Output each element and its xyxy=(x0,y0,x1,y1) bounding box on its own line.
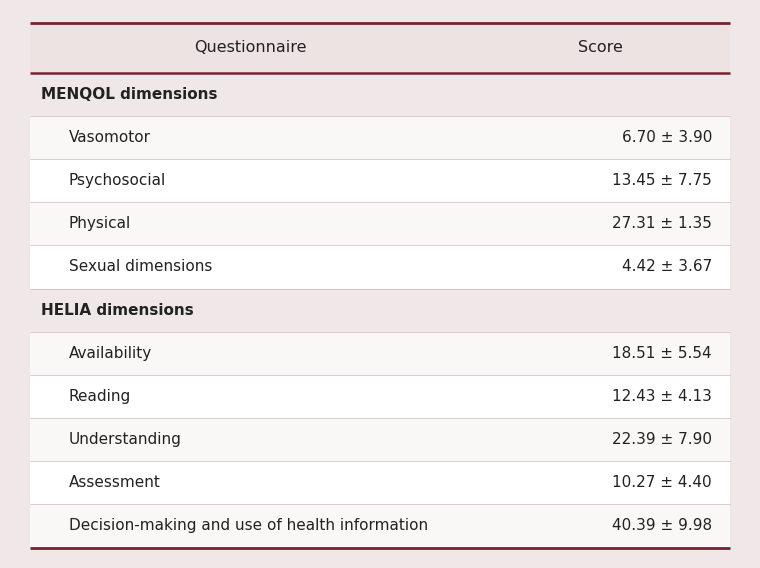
Text: Physical: Physical xyxy=(69,216,131,231)
Text: 4.42 ± 3.67: 4.42 ± 3.67 xyxy=(622,260,712,274)
Text: 18.51 ± 5.54: 18.51 ± 5.54 xyxy=(613,346,712,361)
Text: Sexual dimensions: Sexual dimensions xyxy=(69,260,212,274)
Text: HELIA dimensions: HELIA dimensions xyxy=(41,303,194,318)
Bar xyxy=(30,418,730,461)
Text: 6.70 ± 3.90: 6.70 ± 3.90 xyxy=(622,130,712,145)
Text: 27.31 ± 1.35: 27.31 ± 1.35 xyxy=(613,216,712,231)
Text: 12.43 ± 4.13: 12.43 ± 4.13 xyxy=(613,389,712,404)
Text: 22.39 ± 7.90: 22.39 ± 7.90 xyxy=(612,432,712,447)
Text: 13.45 ± 7.75: 13.45 ± 7.75 xyxy=(613,173,712,188)
Text: Questionnaire: Questionnaire xyxy=(195,40,307,55)
Bar xyxy=(30,461,730,504)
Text: Psychosocial: Psychosocial xyxy=(69,173,166,188)
Bar xyxy=(30,504,730,548)
Bar xyxy=(30,245,730,289)
Bar xyxy=(30,23,730,73)
Text: MENQOL dimensions: MENQOL dimensions xyxy=(41,87,217,102)
Text: Score: Score xyxy=(578,40,622,55)
Text: Decision-making and use of health information: Decision-making and use of health inform… xyxy=(69,519,428,533)
Text: Assessment: Assessment xyxy=(69,475,160,490)
Bar xyxy=(30,289,730,332)
Text: Understanding: Understanding xyxy=(69,432,182,447)
Bar xyxy=(30,159,730,202)
Bar xyxy=(30,202,730,245)
Text: 10.27 ± 4.40: 10.27 ± 4.40 xyxy=(613,475,712,490)
Bar xyxy=(30,116,730,159)
Text: Vasomotor: Vasomotor xyxy=(69,130,150,145)
Bar xyxy=(30,73,730,116)
Text: 40.39 ± 9.98: 40.39 ± 9.98 xyxy=(612,519,712,533)
Bar xyxy=(30,332,730,375)
Text: Reading: Reading xyxy=(69,389,131,404)
Bar xyxy=(30,375,730,418)
Text: Availability: Availability xyxy=(69,346,152,361)
